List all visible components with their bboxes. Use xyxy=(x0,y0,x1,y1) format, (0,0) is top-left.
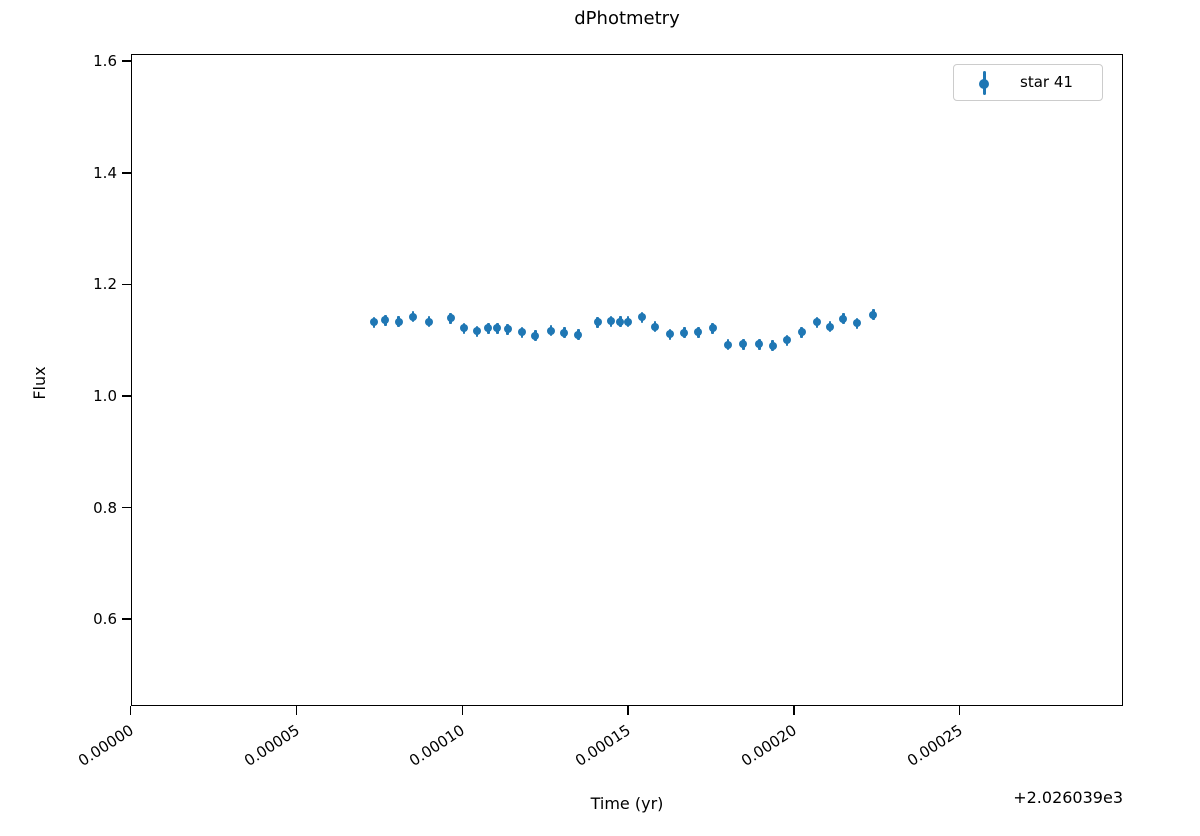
data-point xyxy=(369,318,378,327)
legend: star 41 xyxy=(953,64,1103,101)
x-axis-offset-text: +2.026039e3 xyxy=(1013,788,1123,807)
data-point xyxy=(812,318,821,327)
x-tick-mark xyxy=(461,706,464,715)
y-tick-mark xyxy=(122,506,131,509)
data-point xyxy=(724,340,733,349)
data-point xyxy=(547,326,556,335)
x-tick-mark xyxy=(129,706,132,715)
data-point xyxy=(797,328,806,337)
data-point xyxy=(424,317,433,326)
data-point xyxy=(666,330,675,339)
data-point xyxy=(574,330,583,339)
x-tick-mark xyxy=(627,706,629,715)
x-tick-mark xyxy=(793,706,795,715)
data-point xyxy=(638,313,647,322)
data-point xyxy=(560,328,569,337)
y-axis-label: Flux xyxy=(30,366,49,400)
y-tick-mark xyxy=(122,283,131,286)
y-tick-mark xyxy=(122,172,131,174)
y-tick-label: 1.0 xyxy=(93,387,117,405)
data-point xyxy=(708,324,717,333)
data-point xyxy=(616,317,625,326)
data-point xyxy=(826,322,835,331)
data-point xyxy=(650,322,659,331)
data-point xyxy=(739,340,748,349)
y-tick-label: 1.2 xyxy=(93,275,117,294)
data-point xyxy=(409,312,418,321)
data-point xyxy=(839,314,848,323)
y-tick-label: 0.8 xyxy=(93,498,117,517)
data-point xyxy=(484,324,493,333)
data-point xyxy=(517,328,526,337)
data-point xyxy=(473,327,482,336)
data-point xyxy=(694,328,703,337)
data-point xyxy=(852,319,861,328)
y-tick-label: 1.6 xyxy=(93,52,117,71)
data-point xyxy=(869,310,878,319)
data-point xyxy=(680,328,689,337)
data-point xyxy=(755,340,764,349)
y-tick-label: 1.4 xyxy=(93,163,117,182)
y-tick-label: 0.6 xyxy=(93,610,117,629)
data-point xyxy=(623,317,632,326)
data-point xyxy=(607,317,616,326)
data-point xyxy=(381,316,390,325)
legend-series-label: star 41 xyxy=(1020,73,1073,91)
data-point xyxy=(768,341,777,350)
data-point xyxy=(394,317,403,326)
x-axis-label: Time (yr) xyxy=(590,794,664,813)
chart-title: dPhotmetry xyxy=(574,8,680,29)
x-tick-mark xyxy=(958,706,961,715)
y-tick-mark xyxy=(122,60,131,62)
data-point xyxy=(531,331,540,340)
data-point xyxy=(593,318,602,327)
y-tick-mark xyxy=(122,618,131,620)
y-tick-mark xyxy=(122,395,131,397)
legend-point-icon xyxy=(979,78,989,89)
data-point xyxy=(782,336,791,345)
x-tick-label: 0.00000 xyxy=(74,721,137,770)
x-tick-mark xyxy=(295,706,298,715)
data-point xyxy=(503,325,512,334)
data-point xyxy=(446,314,455,323)
plot-area xyxy=(131,54,1123,706)
data-point xyxy=(459,324,468,333)
data-point xyxy=(493,324,502,333)
